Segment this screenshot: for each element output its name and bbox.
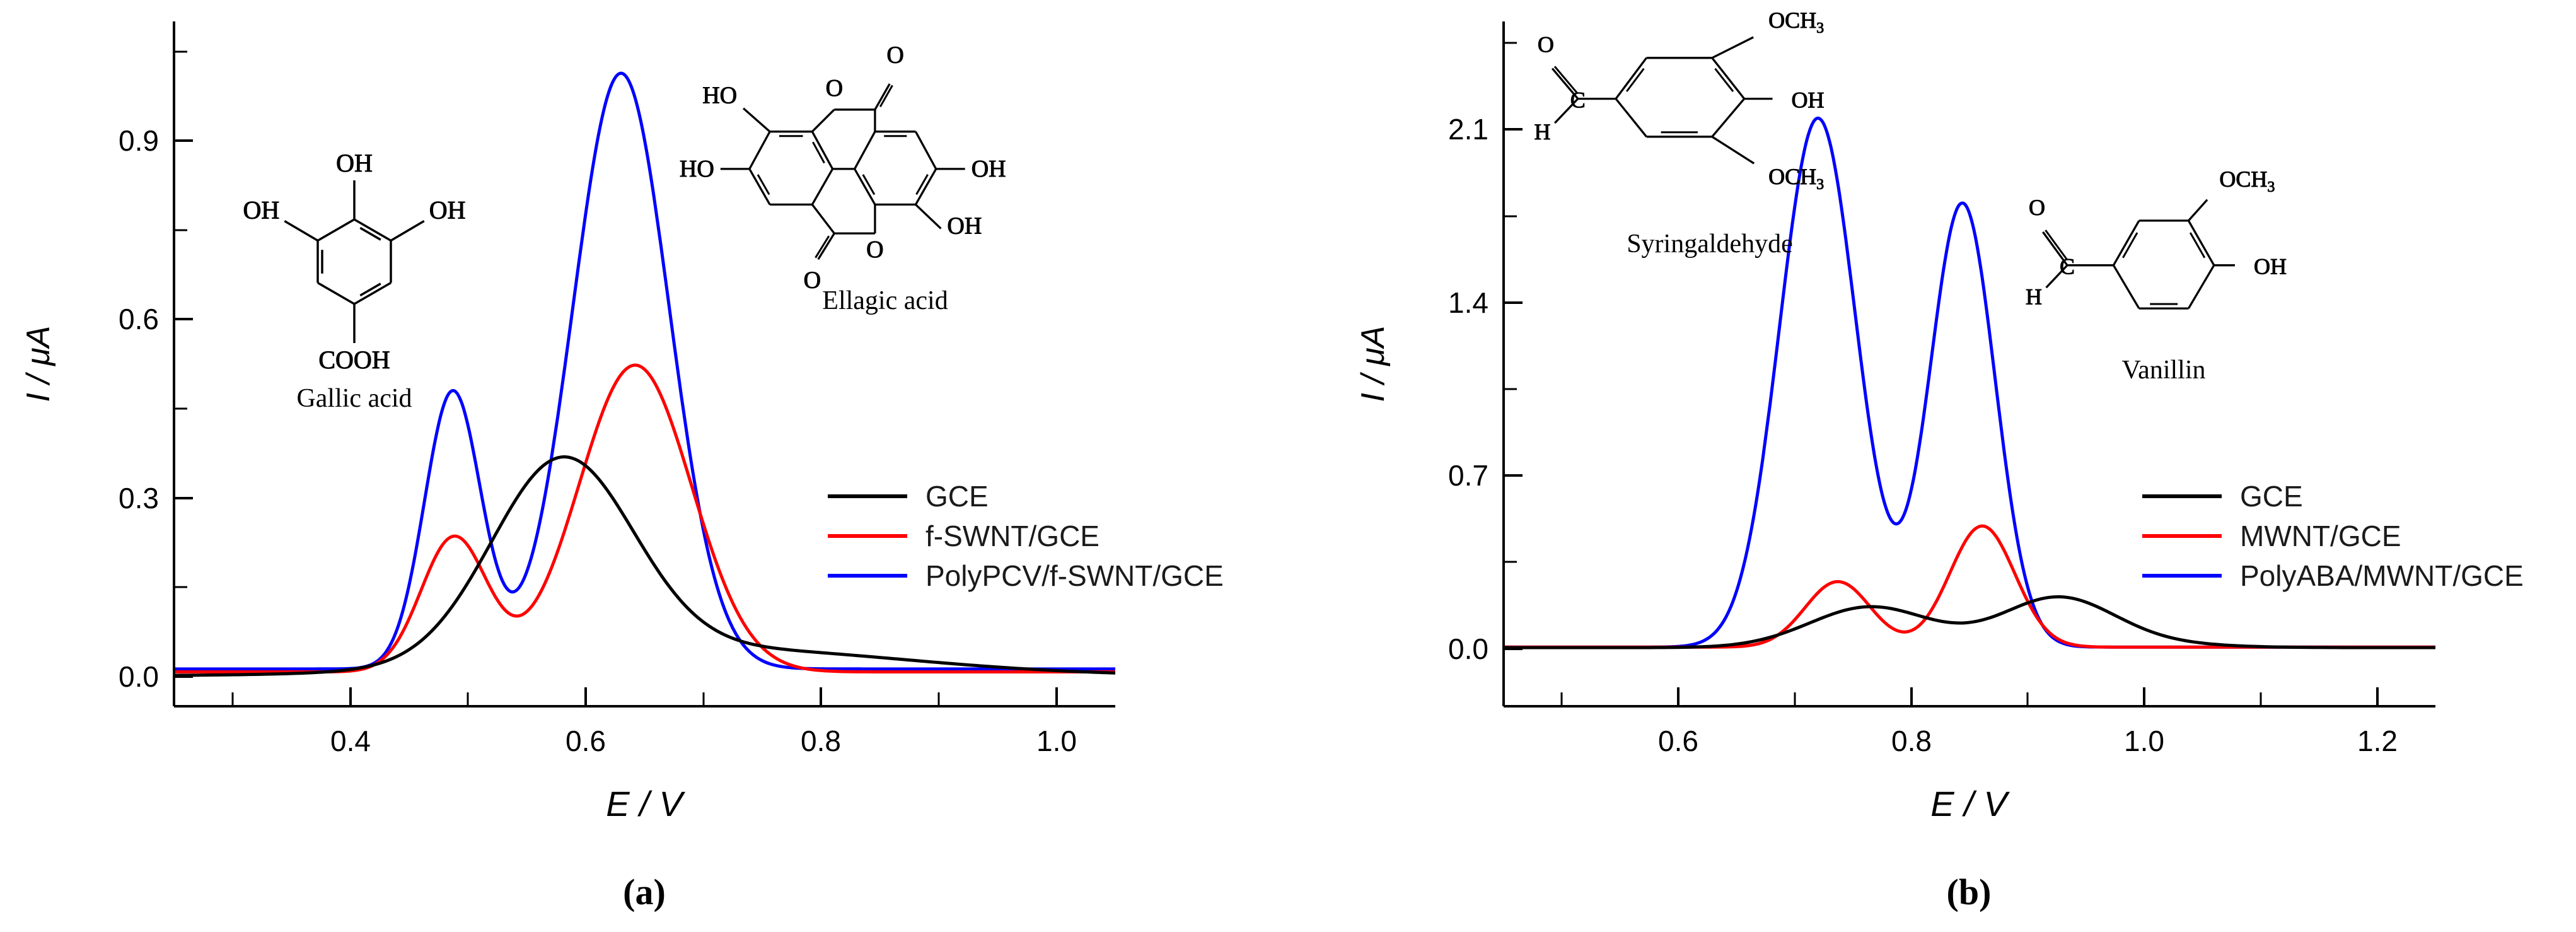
svg-text:PolyPCV/f-SWNT/GCE: PolyPCV/f-SWNT/GCE [925, 559, 1224, 592]
svg-text:OH: OH [972, 156, 1006, 182]
svg-text:0.3: 0.3 [119, 482, 159, 515]
svg-text:O: O [804, 267, 821, 294]
svg-text:0.6: 0.6 [119, 303, 159, 335]
svg-text:COOH: COOH [318, 346, 390, 374]
svg-text:(b): (b) [1947, 871, 1992, 912]
svg-text:1.2: 1.2 [2357, 725, 2398, 757]
svg-text:1.0: 1.0 [2124, 725, 2164, 757]
svg-text:GCE: GCE [2240, 480, 2303, 513]
svg-text:2.1: 2.1 [1448, 113, 1488, 146]
svg-text:E / V: E / V [1930, 784, 2010, 824]
svg-text:OCH3: OCH3 [2219, 166, 2275, 195]
svg-text:C: C [2060, 254, 2075, 279]
svg-text:I / μA: I / μA [1355, 326, 1391, 402]
svg-text:0.6: 0.6 [566, 725, 606, 757]
svg-text:O: O [886, 42, 903, 68]
svg-text:HO: HO [702, 83, 737, 109]
svg-text:Syringaldehyde: Syringaldehyde [1627, 230, 1793, 259]
svg-text:OH: OH [243, 196, 280, 224]
svg-text:Ellagic acid: Ellagic acid [822, 286, 948, 315]
svg-text:O: O [826, 75, 843, 102]
svg-text:0.7: 0.7 [1448, 459, 1488, 492]
svg-text:OH: OH [2254, 254, 2287, 279]
svg-text:PolyABA/MWNT/GCE: PolyABA/MWNT/GCE [2240, 559, 2524, 592]
svg-text:HO: HO [680, 156, 714, 182]
svg-text:0.8: 0.8 [1891, 725, 1932, 757]
svg-text:(a): (a) [623, 871, 666, 912]
svg-text:OCH3: OCH3 [1768, 164, 1824, 193]
svg-text:OH: OH [429, 196, 466, 224]
svg-text:C: C [1570, 88, 1586, 113]
svg-text:OH: OH [1792, 88, 1825, 113]
svg-text:O: O [1538, 32, 1554, 57]
svg-text:GCE: GCE [925, 480, 989, 513]
svg-text:0.4: 0.4 [330, 725, 371, 757]
svg-text:0.6: 0.6 [1658, 725, 1698, 757]
svg-text:0.0: 0.0 [1448, 632, 1488, 665]
svg-text:OH: OH [947, 213, 982, 239]
svg-text:I / μA: I / μA [20, 326, 57, 402]
svg-text:1.0: 1.0 [1036, 725, 1077, 757]
svg-text:O: O [2029, 195, 2045, 220]
svg-text:OCH3: OCH3 [1768, 8, 1824, 37]
svg-text:1.4: 1.4 [1448, 286, 1488, 319]
svg-text:0.0: 0.0 [119, 660, 159, 693]
svg-text:f-SWNT/GCE: f-SWNT/GCE [925, 520, 1099, 552]
svg-text:H: H [1535, 119, 1551, 144]
svg-text:O: O [866, 236, 883, 263]
svg-text:E / V: E / V [606, 784, 685, 824]
svg-text:OH: OH [336, 149, 373, 177]
svg-text:Vanillin: Vanillin [2122, 356, 2206, 385]
svg-text:H: H [2026, 284, 2042, 309]
svg-text:0.8: 0.8 [801, 725, 841, 757]
svg-text:MWNT/GCE: MWNT/GCE [2240, 520, 2401, 552]
svg-text:Gallic acid: Gallic acid [296, 384, 412, 413]
svg-text:0.9: 0.9 [119, 124, 159, 157]
